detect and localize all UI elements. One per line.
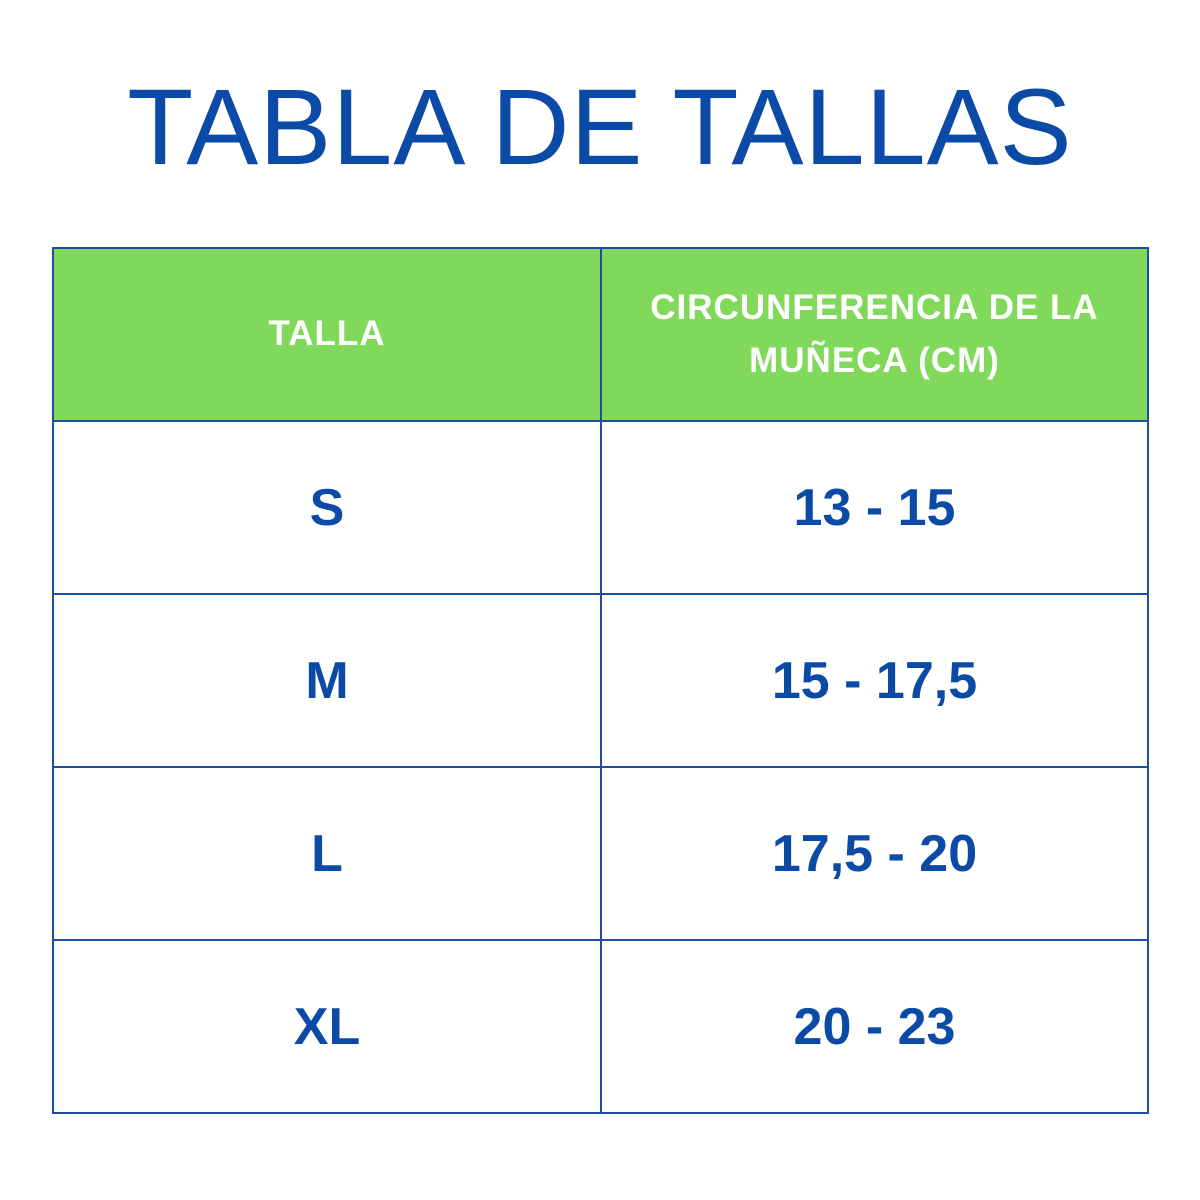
size-cell: XL	[52, 939, 602, 1114]
table-row: XL 20 - 23	[52, 939, 1149, 1114]
header-size: TALLA	[52, 247, 602, 422]
table-row: L 17,5 - 20	[52, 766, 1149, 941]
size-cell: M	[52, 593, 602, 768]
range-cell: 13 - 15	[600, 420, 1149, 595]
page-title: TABLA DE TALLAS	[127, 66, 1073, 187]
range-cell: 15 - 17,5	[600, 593, 1149, 768]
table-row: S 13 - 15	[52, 420, 1149, 595]
range-cell: 17,5 - 20	[600, 766, 1149, 941]
size-cell: L	[52, 766, 602, 941]
range-cell: 20 - 23	[600, 939, 1149, 1114]
size-table: TALLA CIRCUNFERENCIA DE LA MUÑECA (CM) S…	[52, 247, 1149, 1114]
header-wrist-circumference: CIRCUNFERENCIA DE LA MUÑECA (CM)	[600, 247, 1149, 422]
table-header-row: TALLA CIRCUNFERENCIA DE LA MUÑECA (CM)	[52, 247, 1149, 422]
size-cell: S	[52, 420, 602, 595]
table-row: M 15 - 17,5	[52, 593, 1149, 768]
